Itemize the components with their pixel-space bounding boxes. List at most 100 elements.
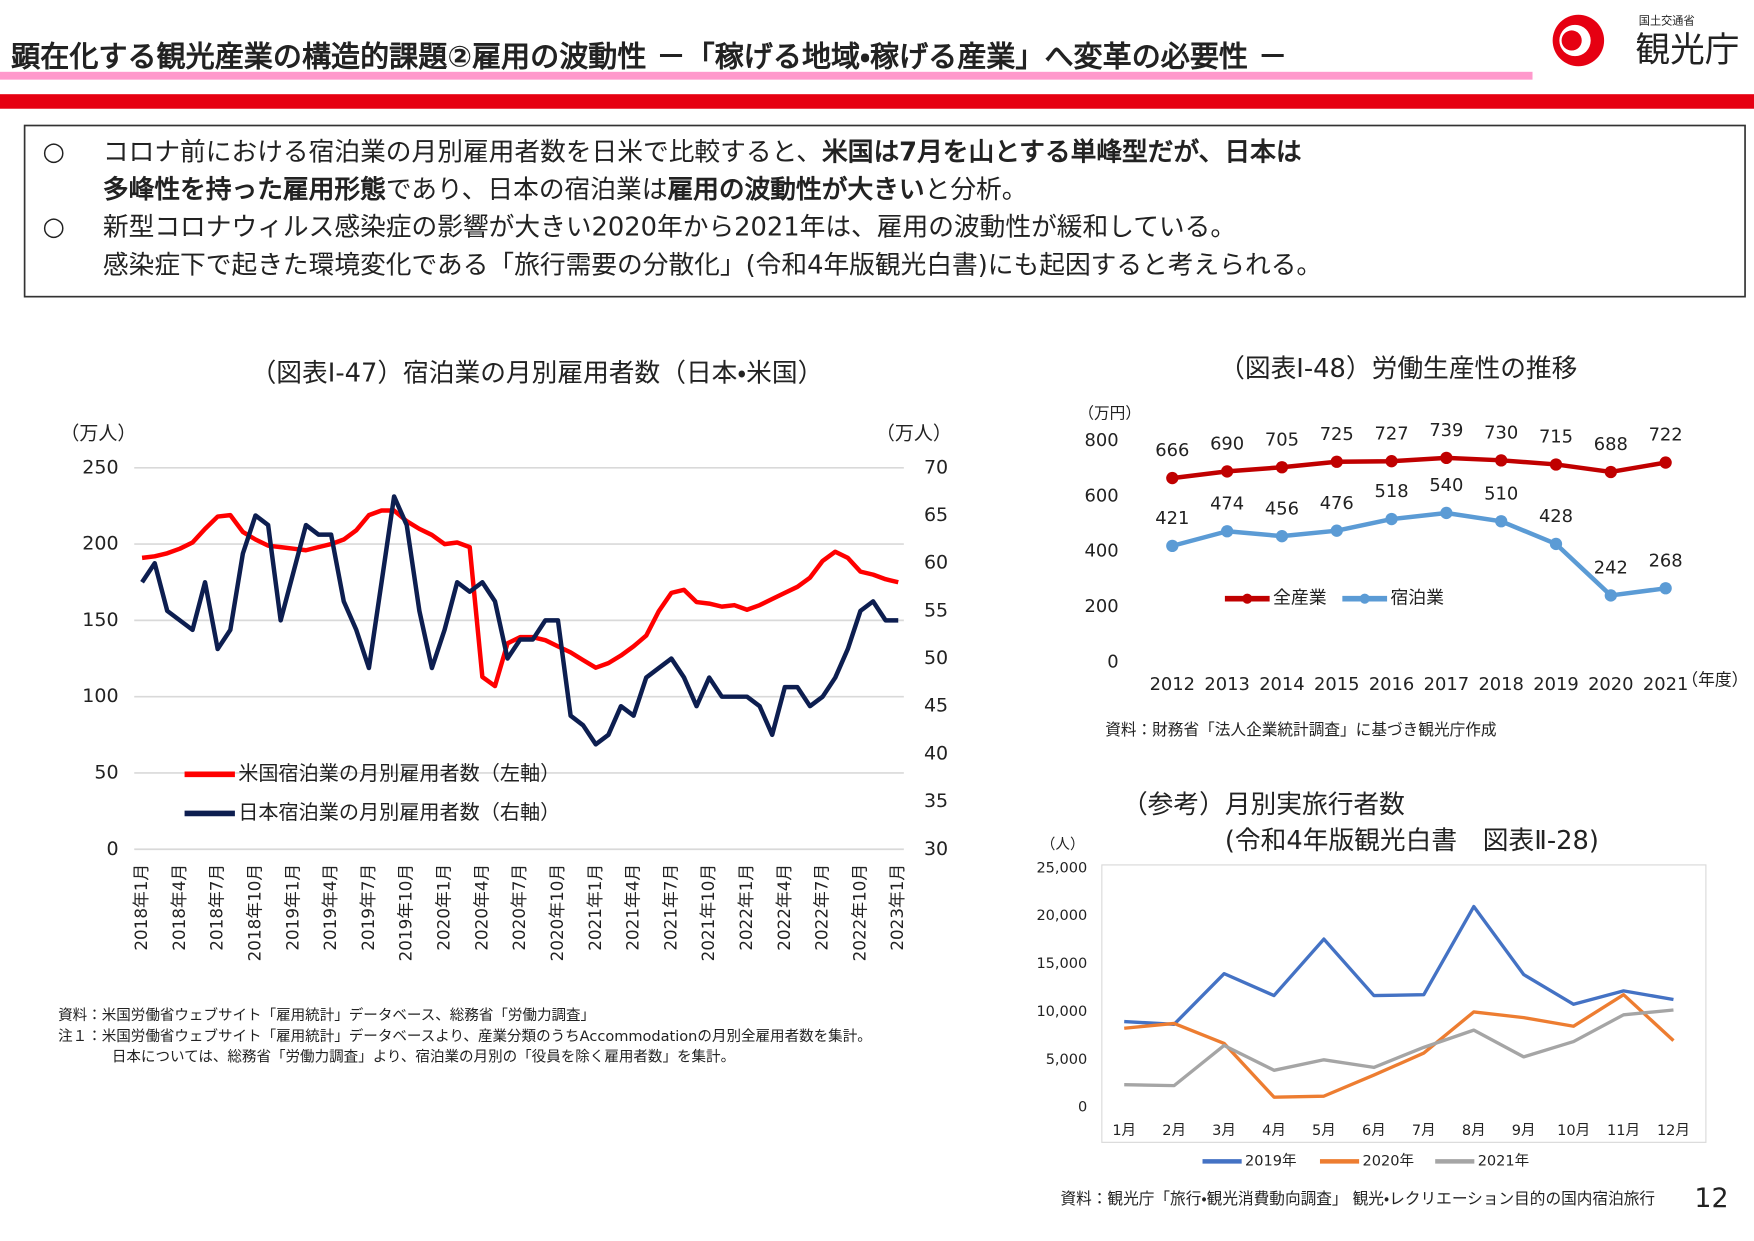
x-tick-label: 5月 <box>1312 1123 1336 1139</box>
value-label: 730 <box>1484 422 1518 443</box>
y-tick-label: 5,000 <box>1046 1052 1088 1068</box>
y-tick-label: 100 <box>82 685 118 707</box>
y2-tick-label: 30 <box>924 838 948 860</box>
data-point <box>1604 589 1617 602</box>
bullet-line: 多峰性を持った雇用形態であり、日本の宿泊業は雇用の波動性が大きいと分析。 <box>103 174 1028 205</box>
bullet-marker: ○ <box>43 212 65 242</box>
x-tick-label: 7月 <box>1412 1123 1436 1139</box>
source: 資料：財務省「法人企業統計調査」に基づき観光庁作成 <box>1105 720 1496 739</box>
legend-label: 日本宿泊業の月別雇用者数（右軸） <box>238 800 560 824</box>
y-tick-label: 15,000 <box>1036 956 1087 972</box>
chart-title: （図表Ⅰ-47）宿泊業の月別雇用者数（日本・米国） <box>251 358 824 388</box>
series-line <box>140 494 899 747</box>
legend-label: 2019年 <box>1245 1152 1297 1169</box>
x-tick-label: 2022年1月 <box>736 864 756 951</box>
y2-tick-label: 60 <box>924 552 948 574</box>
value-label: 518 <box>1375 481 1409 502</box>
data-point <box>1659 582 1672 595</box>
series-line <box>1124 1008 1674 1088</box>
x-tick-label: 9月 <box>1512 1123 1536 1139</box>
x-tick-label: 2020 <box>1588 674 1634 695</box>
x-tick-label: 2019年1月 <box>282 864 302 951</box>
x-tick-label: 2012 <box>1150 674 1196 695</box>
data-point <box>1166 539 1179 553</box>
y2-tick-label: 65 <box>924 504 948 526</box>
value-label: 725 <box>1320 424 1354 445</box>
summary-box <box>23 124 1746 298</box>
logo-text: 観光庁 <box>1635 31 1739 71</box>
x-axis-label: （年度） <box>1681 669 1748 689</box>
x-tick-label: 2021年1月 <box>585 864 605 951</box>
series-line <box>141 508 899 689</box>
x-tick-label: 2021年10月 <box>698 864 718 962</box>
data-point <box>1549 458 1563 471</box>
logo-ministry: 国土交通省 <box>1639 13 1695 27</box>
legend-label: 2020年 <box>1362 1152 1414 1169</box>
value-label: 739 <box>1429 420 1463 441</box>
bullet-text: 多峰性を持った雇用形態 <box>103 174 386 205</box>
x-tick-label: 2018 <box>1478 674 1524 695</box>
y-tick-label: 0 <box>1078 1100 1087 1116</box>
x-tick-label: 2020年1月 <box>434 864 454 951</box>
y-axis-label: （万人） <box>60 423 136 445</box>
x-tick-label: 1月 <box>1112 1123 1136 1139</box>
data-point <box>1440 506 1453 520</box>
note: 注１：米国労働省ウェブサイト「雇用統計」データベースより、産業分類のうちAcco… <box>58 1027 872 1045</box>
bullet-text: と分析。 <box>925 175 1028 205</box>
value-label: 722 <box>1649 425 1683 446</box>
x-tick-label: 4月 <box>1262 1123 1286 1139</box>
bullet-text: 米国は7月を山とする単峰型だが、日本は <box>822 136 1302 167</box>
data-point <box>1495 515 1508 528</box>
value-label: 474 <box>1210 493 1244 514</box>
chart-title: （図表Ⅰ-48）労働生産性の推移 <box>1219 354 1577 384</box>
bullet-text: であり、日本の宿泊業は <box>386 175 668 205</box>
data-point <box>1220 525 1234 538</box>
data-point <box>1330 524 1343 537</box>
title-band <box>0 71 1533 80</box>
data-point <box>1385 512 1398 526</box>
bullet-line: コロナ前における宿泊業の月別雇用者数を日米で比較すると、米国は7月を山とする単峰… <box>103 136 1302 167</box>
x-tick-label: 2017 <box>1424 674 1470 695</box>
value-label: 540 <box>1429 475 1463 496</box>
y2-tick-label: 55 <box>924 599 948 621</box>
chart-subtitle: (令和4年版観光白書 図表Ⅱ-28) <box>1225 826 1599 856</box>
y2-axis-label: （万人） <box>876 423 952 445</box>
bullets: ○ コロナ前における宿泊業の月別雇用者数を日米で比較すると、米国は7月を山とする単… <box>43 136 1323 280</box>
source: 資料：観光庁「旅行・観光消費動向調査」 観光・レクリエーション目的の国内宿泊旅行 <box>1060 1189 1655 1208</box>
chart-title: （参考）月別実旅行者数 <box>1122 790 1405 820</box>
x-tick-label: 2016 <box>1369 674 1415 695</box>
data-point <box>1549 537 1563 551</box>
y-tick-label: 25,000 <box>1036 860 1087 876</box>
y-tick-label: 600 <box>1084 485 1118 506</box>
y2-tick-label: 45 <box>924 695 948 717</box>
x-tick-label: 2014 <box>1259 674 1305 695</box>
x-tick-label: 10月 <box>1557 1123 1590 1139</box>
page-number: 12 <box>1694 1183 1728 1214</box>
series-line <box>1124 993 1675 1099</box>
y-tick-label: 20,000 <box>1036 908 1087 924</box>
y2-tick-label: 35 <box>924 790 948 812</box>
x-tick-label: 2021年4月 <box>623 864 643 951</box>
y-tick-label: 0 <box>106 838 118 860</box>
x-tick-label: 11月 <box>1607 1123 1640 1139</box>
y-axis-label: （人） <box>1041 836 1085 853</box>
x-tick-label: 2021 <box>1643 674 1689 695</box>
data-point <box>1275 530 1289 543</box>
x-tick-label: 2021年7月 <box>660 864 680 951</box>
value-label: 666 <box>1155 440 1189 461</box>
bullet-marker: ○ <box>43 137 65 167</box>
bullet-text: 感染症下で起きた環境変化である「旅行需要の分散化」(令和4年版観光白書)にも起因… <box>103 250 1322 280</box>
data-point <box>1659 456 1672 469</box>
value-label: 421 <box>1155 508 1189 529</box>
x-tick-label: 2019年10月 <box>396 864 416 962</box>
x-tick-label: 2月 <box>1162 1123 1186 1139</box>
x-tick-label: 2020年10月 <box>547 864 567 962</box>
source: 資料：米国労働省ウェブサイト「雇用統計」データベース、総務省「労働力調査」 <box>58 1006 595 1024</box>
x-tick-label: 2015 <box>1314 674 1360 695</box>
data-point <box>1166 471 1179 485</box>
y2-tick-label: 50 <box>924 647 948 669</box>
x-tick-label: 2018年1月 <box>131 864 151 951</box>
